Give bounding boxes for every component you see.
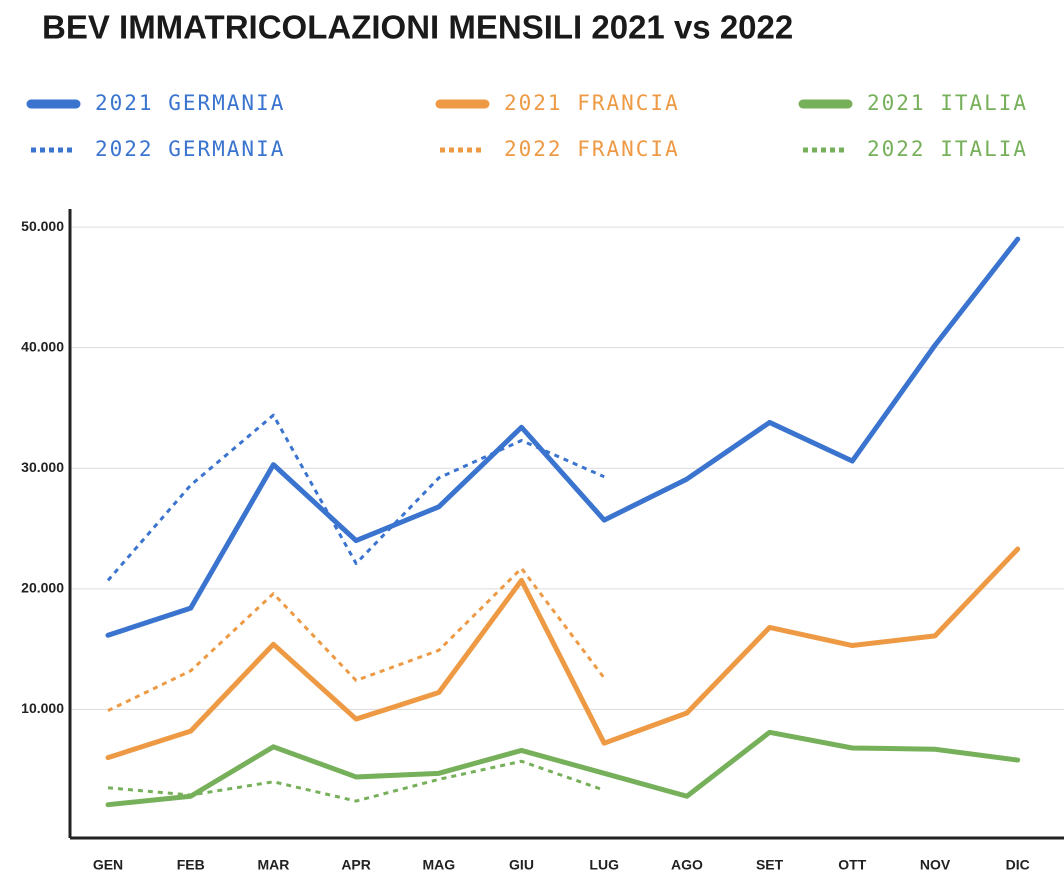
series-line (107, 759, 605, 803)
legend-label: 2022 ITALIA (867, 137, 1028, 161)
series-line (106, 413, 605, 582)
legend-label: 2021 GERMANIA (95, 91, 285, 115)
x-tick-label: LUG (589, 857, 619, 873)
legend-label: 2022 GERMANIA (95, 137, 285, 161)
y-tick-label: 40.000 (21, 338, 64, 354)
x-tick-label: APR (341, 857, 371, 873)
x-tick-label: FEB (177, 857, 205, 873)
x-tick-label: NOV (920, 857, 951, 873)
x-tick-label: GEN (93, 857, 123, 873)
series-line (105, 729, 1021, 808)
series-line (105, 236, 1021, 638)
y-tick-label: 30.000 (21, 459, 64, 475)
x-tick-label: MAG (422, 857, 455, 873)
series-line (107, 566, 606, 712)
legend-label: 2021 FRANCIA (504, 91, 680, 115)
legend-label: 2021 ITALIA (867, 91, 1028, 115)
x-tick-label: AGO (671, 857, 703, 873)
y-tick-label: 50.000 (21, 218, 64, 234)
legend-label: 2022 FRANCIA (504, 137, 680, 161)
x-tick-label: DIC (1006, 857, 1030, 873)
series-line (105, 546, 1021, 761)
chart-title: BEV IMMATRICOLAZIONI MENSILI 2021 vs 202… (42, 9, 793, 46)
x-tick-label: MAR (257, 857, 289, 873)
y-tick-label: 10.000 (21, 700, 64, 716)
x-tick-label: SET (756, 857, 784, 873)
y-tick-label: 20.000 (21, 580, 64, 596)
x-tick-label: OTT (838, 857, 866, 873)
x-tick-label: GIU (509, 857, 534, 873)
